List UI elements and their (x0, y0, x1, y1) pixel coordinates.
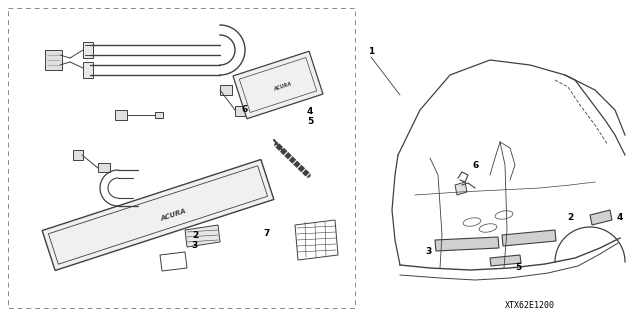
Text: 6: 6 (242, 106, 248, 115)
Polygon shape (233, 51, 323, 119)
Text: 3: 3 (425, 248, 431, 256)
Polygon shape (115, 110, 127, 120)
Polygon shape (185, 225, 220, 247)
Polygon shape (455, 182, 467, 195)
Polygon shape (73, 150, 83, 160)
Polygon shape (235, 106, 245, 116)
Text: 3: 3 (192, 241, 198, 250)
Polygon shape (42, 160, 274, 271)
Text: 5: 5 (515, 263, 521, 272)
Text: 2: 2 (567, 213, 573, 222)
Text: 4: 4 (617, 212, 623, 221)
Polygon shape (98, 163, 110, 172)
Polygon shape (220, 85, 232, 95)
Text: 7: 7 (264, 228, 270, 238)
Text: 2: 2 (192, 232, 198, 241)
Polygon shape (160, 252, 187, 271)
Text: 5: 5 (307, 117, 313, 127)
Polygon shape (45, 50, 62, 70)
Polygon shape (155, 112, 163, 118)
Text: ACURA: ACURA (159, 208, 187, 222)
Text: 6: 6 (473, 160, 479, 169)
Polygon shape (502, 230, 556, 246)
Polygon shape (490, 255, 521, 266)
Polygon shape (83, 62, 93, 78)
Polygon shape (590, 210, 612, 225)
Polygon shape (435, 237, 499, 251)
Text: 1: 1 (368, 48, 374, 56)
Polygon shape (83, 42, 93, 58)
Text: XTX62E1200: XTX62E1200 (505, 300, 555, 309)
Polygon shape (295, 220, 338, 260)
Bar (8, 8, 355, 308)
Text: 4: 4 (307, 108, 313, 116)
Text: ACURA: ACURA (273, 82, 292, 92)
